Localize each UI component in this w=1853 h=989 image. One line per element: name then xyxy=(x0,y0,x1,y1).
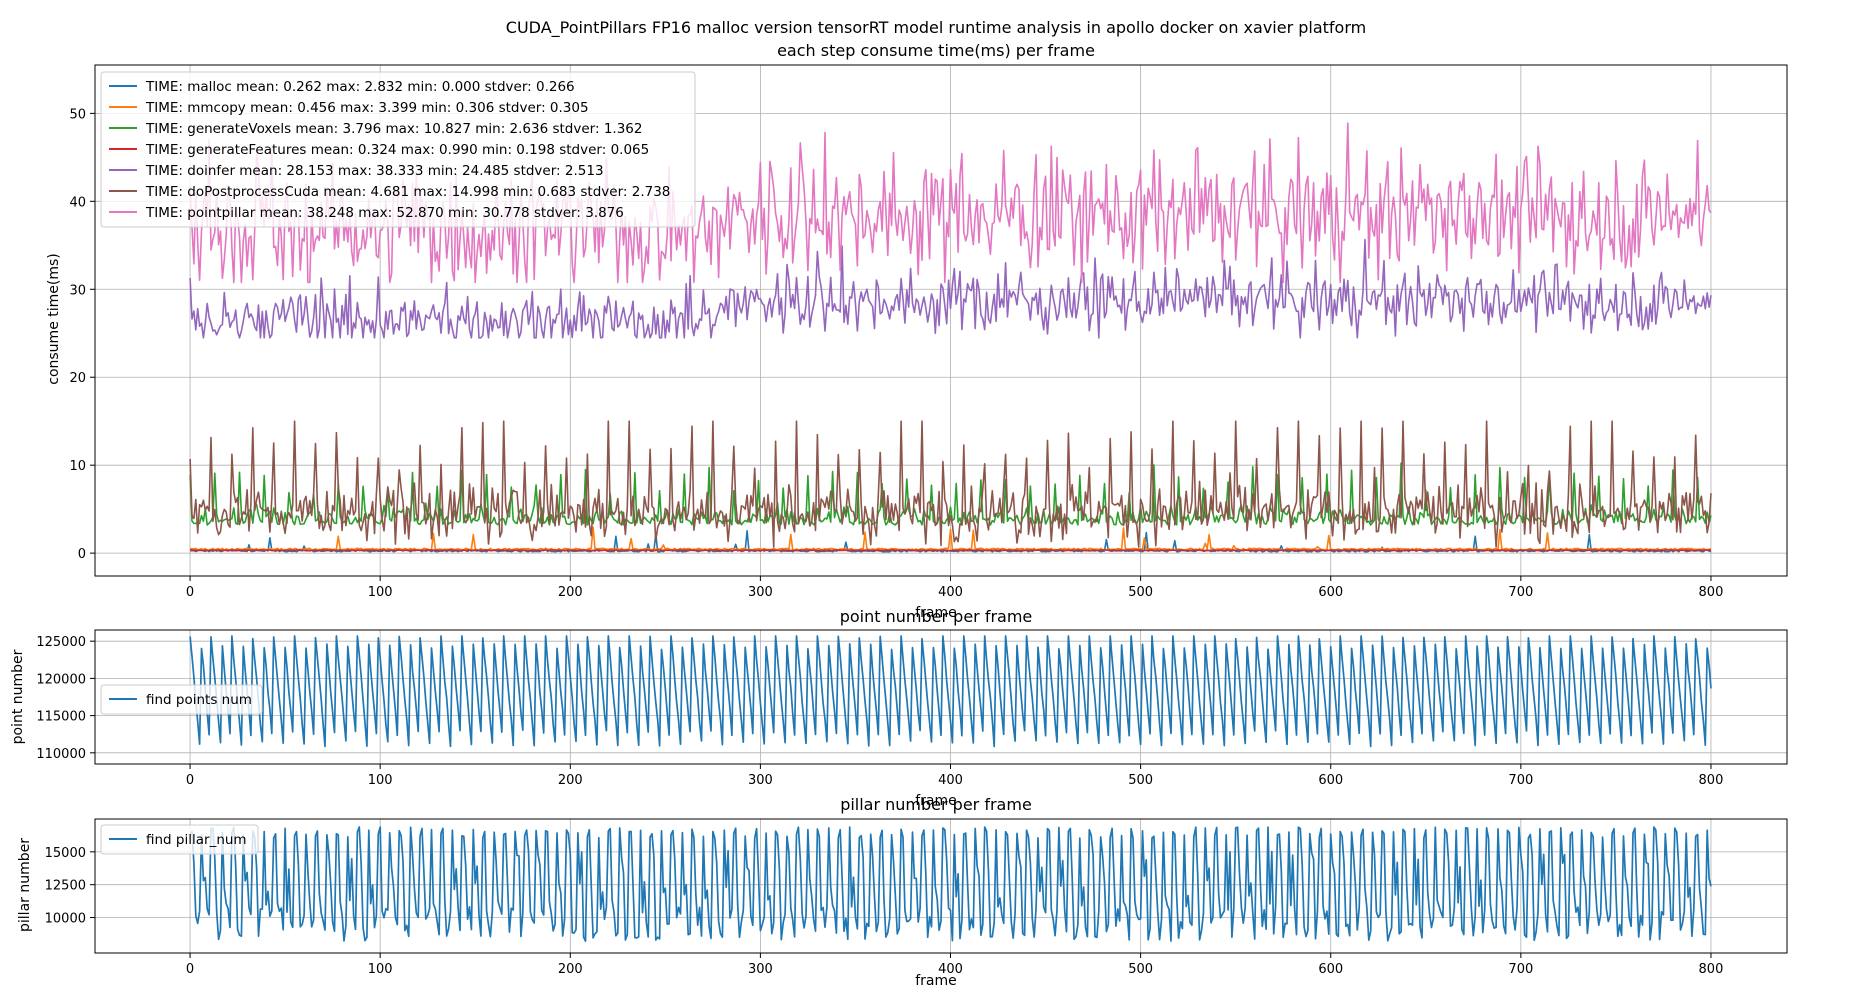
axes-frame xyxy=(94,64,1788,577)
legend-label: TIME: malloc mean: 0.262 max: 2.832 min:… xyxy=(145,79,575,95)
x-tick-label: 400 xyxy=(938,585,963,600)
y-tick-label: 12500 xyxy=(45,879,86,894)
pillars-title: pillar number per frame xyxy=(840,795,1032,814)
series-line-0 xyxy=(189,635,1712,748)
legend-box xyxy=(100,71,696,228)
series-line-0 xyxy=(189,826,1712,942)
x-tick-label: 200 xyxy=(558,773,583,788)
series-line-3 xyxy=(190,549,1712,552)
legend-label: TIME: generateVoxels mean: 3.796 max: 10… xyxy=(145,121,642,137)
x-tick-label: 600 xyxy=(1318,585,1343,600)
y-tick-label: 20 xyxy=(69,371,86,386)
x-tick-label: 400 xyxy=(938,773,963,788)
points-panel: 0 100 200 300 400 500 600 700 800 110000 115000 120… xyxy=(36,629,1788,788)
x-tick-label: 800 xyxy=(1699,773,1724,788)
legend-box xyxy=(100,684,263,715)
x-tick-label: 500 xyxy=(1128,962,1153,977)
legend-label: find points num xyxy=(146,692,252,708)
pillars-panel: 0 100 200 300 400 500 600 700 800 10000 12500 15000… xyxy=(45,818,1788,977)
pillars-xlabel: frame xyxy=(915,973,957,989)
series-line-2 xyxy=(189,462,1712,526)
series-line-5 xyxy=(189,420,1712,548)
legend-label: TIME: doPostprocessCuda mean: 4.681 max:… xyxy=(145,184,670,200)
pillars-ylabel: pillar number xyxy=(17,838,33,932)
legend-label: TIME: pointpillar mean: 38.248 max: 52.8… xyxy=(145,205,624,221)
y-tick-label: 15000 xyxy=(45,846,86,861)
x-tick-label: 600 xyxy=(1318,962,1343,977)
legend-label: find pillar_num xyxy=(146,832,247,848)
y-tick-label: 10000 xyxy=(45,912,86,927)
points-xlabel: frame xyxy=(915,793,957,809)
x-tick-label: 500 xyxy=(1128,773,1153,788)
x-tick-label: 0 xyxy=(186,773,194,788)
x-tick-label: 700 xyxy=(1508,585,1533,600)
y-tick-label: 115000 xyxy=(36,710,86,725)
y-tick-label: 30 xyxy=(69,283,86,298)
y-tick-label: 125000 xyxy=(36,635,86,650)
x-tick-label: 100 xyxy=(368,962,393,977)
time-xlabel: frame xyxy=(915,605,957,621)
x-tick-label: 600 xyxy=(1318,773,1343,788)
x-tick-label: 300 xyxy=(748,585,773,600)
points-ylabel: point number xyxy=(10,649,26,744)
axes-frame xyxy=(94,818,1788,954)
y-tick-label: 120000 xyxy=(36,672,86,687)
time-panel: 0 100 200 300 400 500 600 700 800 0 10 20 30 40 50 TIME… xyxy=(69,64,1788,600)
y-tick-label: 0 xyxy=(78,547,86,562)
x-tick-label: 700 xyxy=(1508,773,1533,788)
x-tick-label: 400 xyxy=(938,962,963,977)
x-tick-label: 200 xyxy=(558,962,583,977)
legend-label: TIME: doinfer mean: 28.153 max: 38.333 m… xyxy=(145,163,604,179)
y-tick-label: 40 xyxy=(69,195,86,210)
y-tick-label: 50 xyxy=(69,107,86,122)
x-tick-label: 500 xyxy=(1128,585,1153,600)
legend-label: TIME: generateFeatures mean: 0.324 max: … xyxy=(145,142,649,158)
x-tick-label: 300 xyxy=(748,773,773,788)
axes-frame xyxy=(94,629,1788,765)
main-subtitle: each step consume time(ms) per frame xyxy=(777,41,1095,60)
x-tick-label: 300 xyxy=(748,962,773,977)
points-title: point number per frame xyxy=(840,607,1033,626)
x-tick-label: 800 xyxy=(1699,962,1724,977)
x-tick-label: 100 xyxy=(368,773,393,788)
series-line-4 xyxy=(189,238,1712,339)
y-tick-label: 10 xyxy=(69,459,86,474)
legend-label: TIME: mmcopy mean: 0.456 max: 3.399 min:… xyxy=(145,100,589,116)
legend-box xyxy=(100,824,259,855)
main-title: CUDA_PointPillars FP16 malloc version te… xyxy=(506,18,1366,38)
x-tick-label: 0 xyxy=(186,585,194,600)
y-tick-label: 110000 xyxy=(36,747,86,762)
time-ylabel: consume time(ms) xyxy=(46,253,62,385)
x-tick-label: 700 xyxy=(1508,962,1533,977)
x-tick-label: 800 xyxy=(1699,585,1724,600)
x-tick-label: 0 xyxy=(186,962,194,977)
x-tick-label: 200 xyxy=(558,585,583,600)
x-tick-label: 100 xyxy=(368,585,393,600)
